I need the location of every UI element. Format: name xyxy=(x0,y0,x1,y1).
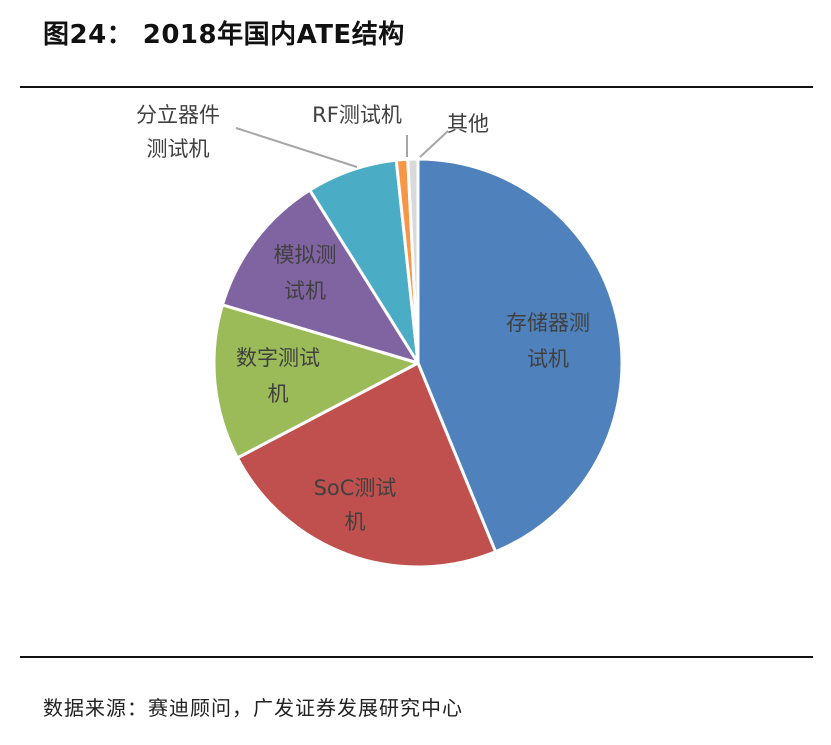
slice-label-line: 试机 xyxy=(284,279,326,303)
slice-label-line: 机 xyxy=(345,510,366,534)
slice-label-0: 存储器测试机 xyxy=(506,311,590,371)
pie-slice-6 xyxy=(406,157,420,365)
slice-label-1: SoC测试机 xyxy=(314,476,397,534)
slice-label-6: 其他 xyxy=(447,112,489,136)
slice-label-5: RF测试机 xyxy=(312,103,402,127)
slice-label-4: 分立器件测试机 xyxy=(136,103,220,161)
slice-label-line: SoC测试 xyxy=(314,476,397,500)
slice-label-line: 存储器测 xyxy=(506,311,590,335)
slice-label-3: 模拟测试机 xyxy=(274,243,337,303)
slice-label-line: 试机 xyxy=(527,347,569,371)
pie-slice-3 xyxy=(220,188,420,365)
source-note: 数据来源：赛迪顾问，广发证券发展研究中心 xyxy=(43,696,463,720)
top-rule xyxy=(20,86,813,88)
slice-label-line: 分立器件 xyxy=(136,103,220,127)
slice-label-2: 数字测试机 xyxy=(236,346,320,406)
slice-label-line: 机 xyxy=(268,382,289,406)
slice-label-line: 数字测试 xyxy=(236,346,320,370)
slice-label-line: 测试机 xyxy=(147,137,210,161)
slice-label-line: 模拟测 xyxy=(274,243,337,267)
pie-slice-1 xyxy=(235,361,497,569)
slice-label-line: 其他 xyxy=(447,112,489,136)
leader-line-4 xyxy=(235,127,358,168)
figure-title: 图24： 2018年国内ATE结构 xyxy=(43,20,405,50)
leader-line-6 xyxy=(419,130,449,158)
slice-label-line: RF测试机 xyxy=(312,103,402,127)
pie-slice-0 xyxy=(416,157,624,554)
bottom-rule xyxy=(20,656,813,658)
pie-slice-2 xyxy=(212,303,420,460)
